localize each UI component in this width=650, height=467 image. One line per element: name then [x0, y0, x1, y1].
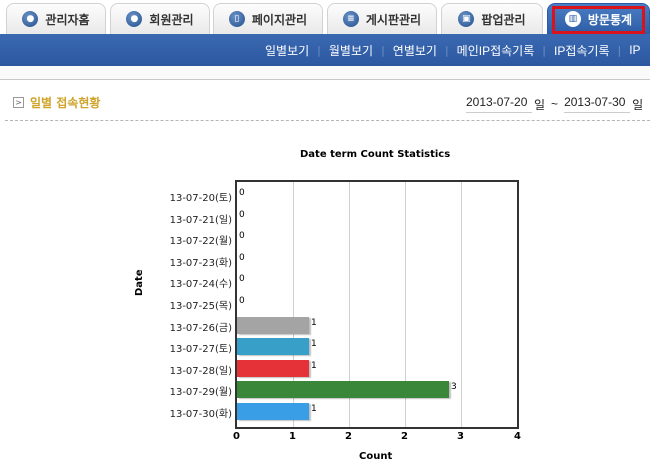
tab-label: 게시판관리: [365, 12, 422, 27]
y-axis-label: Date: [134, 269, 145, 296]
gridline: [293, 182, 294, 427]
bar-value-label: 0: [239, 252, 245, 263]
start-date-input[interactable]: [466, 95, 532, 113]
subnav-daily-view[interactable]: 일별보기: [265, 43, 310, 58]
bar-value-label: 1: [311, 360, 317, 371]
tab-label: 페이지관리: [251, 12, 308, 27]
y-tick-label: 13-07-29(월): [169, 387, 232, 399]
list-icon: ≡: [342, 11, 359, 27]
y-tick-label: 13-07-20(토): [169, 193, 232, 204]
x-tick-label: 1: [289, 431, 296, 442]
gridline: [349, 182, 350, 427]
bar-value-label: 1: [311, 404, 317, 414]
sub-navigation: 일별보기 | 월별보기 | 연별보기 | 메인IP접속기록 | IP접속기록 |…: [0, 34, 650, 66]
y-tick-label: 13-07-27(토): [169, 344, 232, 356]
tab-label: 관리자홈: [45, 12, 90, 27]
range-separator: ~: [551, 97, 559, 111]
subnav-monthly-view[interactable]: 월별보기: [328, 43, 374, 58]
bar-value-label: 0: [239, 231, 245, 242]
bar-value-label: 0: [239, 188, 245, 198]
bar-value-label: 0: [239, 296, 245, 306]
divider: |: [542, 43, 546, 57]
y-tick-label: 13-07-26(금): [169, 322, 232, 334]
x-tick-label: 4: [514, 431, 521, 442]
x-tick-label: 2: [345, 431, 352, 442]
divider: |: [381, 43, 385, 57]
y-tick-label: 13-07-28(일): [169, 365, 232, 377]
subnav-ip-log[interactable]: IP접속기록: [553, 43, 610, 58]
tab-label: 팝업관리: [481, 12, 526, 27]
tab-popup-management[interactable]: ▣ 팝업관리: [441, 3, 543, 34]
end-date-input[interactable]: [564, 95, 631, 113]
bar-value-label: 1: [311, 339, 317, 350]
main-tab-bar: ● 관리자홈 ● 회원관리 ▯ 페이지관리 ≡ 게시판관리 ▣ 팝업관리 ▥ 방…: [0, 0, 650, 34]
bar-value-label: 0: [239, 209, 245, 220]
sub-band: [0, 66, 650, 80]
section-header: > 일별 접속현황: [13, 94, 100, 111]
divider: |: [444, 43, 449, 57]
chart-bar: [237, 338, 309, 356]
chart-icon: ▥: [564, 11, 581, 27]
chart-bar: [237, 359, 309, 377]
gridline: [461, 182, 462, 427]
date-unit-label: 일: [534, 97, 546, 112]
section-title: 일별 접속현황: [30, 96, 101, 110]
bar-value-label: 0: [239, 274, 245, 285]
y-tick-label: 13-07-21(일): [169, 214, 232, 226]
tab-page-management[interactable]: ▯ 페이지관리: [213, 3, 323, 34]
divider: [5, 120, 650, 121]
x-tick-label: 3: [457, 431, 464, 442]
y-tick-label: 13-07-22(월): [169, 236, 232, 248]
chevron-right-icon: >: [13, 97, 24, 108]
y-tick-label: 13-07-23(화): [169, 257, 232, 269]
user-icon: ●: [126, 11, 143, 27]
chart-plot-area: 0 0 0 0 0 0 1 1 1 3 1: [235, 180, 519, 429]
user-icon: ●: [22, 11, 39, 27]
y-tick-label: 13-07-30(화): [169, 409, 232, 420]
chart-title: Date term Count Statistics: [300, 149, 451, 160]
y-tick-label: 13-07-25(목): [169, 301, 232, 312]
divider: |: [617, 43, 622, 57]
popup-icon: ▣: [458, 11, 475, 27]
x-axis-label: Count: [359, 451, 393, 462]
subnav-ip-more[interactable]: IP: [629, 43, 641, 57]
chart-bar: [237, 381, 449, 399]
x-tick-label: 0: [233, 431, 240, 442]
tab-label: 방문통계: [587, 12, 633, 27]
chart-bar: [237, 403, 309, 420]
date-unit-label: 일: [632, 97, 644, 112]
date-range: 일 ~ 일: [466, 95, 650, 113]
divider: |: [317, 43, 321, 57]
subnav-main-ip-log[interactable]: 메인IP접속기록: [456, 43, 535, 58]
bar-value-label: 3: [451, 382, 457, 393]
y-tick-label: 13-07-24(수): [169, 279, 232, 291]
page-icon: ▯: [228, 11, 245, 27]
tab-board-management[interactable]: ≡ 게시판관리: [327, 3, 437, 34]
content-area: > 일별 접속현황 일 ~ 일: [0, 80, 650, 467]
x-tick-label: 2: [401, 431, 408, 442]
tab-member-management[interactable]: ● 회원관리: [110, 3, 210, 34]
chart-bar: [237, 316, 309, 334]
bar-value-label: 1: [311, 317, 317, 328]
tab-visit-statistics[interactable]: ▥ 방문통계: [547, 3, 650, 34]
tab-label: 회원관리: [149, 12, 194, 27]
gridline: [405, 182, 406, 427]
subnav-yearly-view[interactable]: 연별보기: [392, 43, 437, 58]
tab-admin-home[interactable]: ● 관리자홈: [6, 3, 106, 34]
